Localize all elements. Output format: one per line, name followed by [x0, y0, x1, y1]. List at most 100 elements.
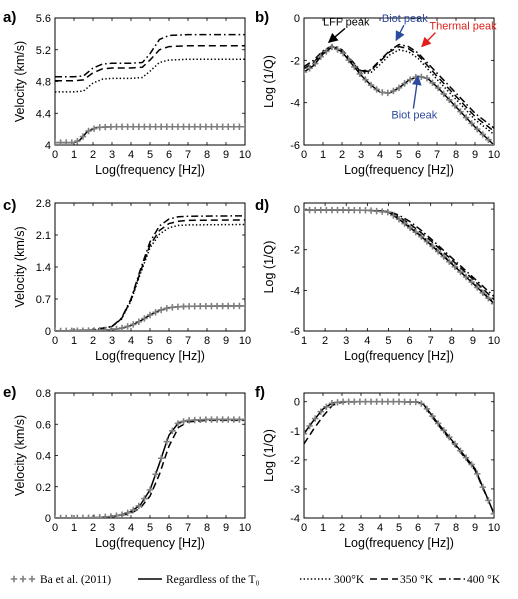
x-axis-label: Log(frequency [Hz])	[95, 349, 205, 363]
marker-plus	[202, 416, 210, 423]
marker-plus	[339, 206, 347, 214]
marker-plus	[457, 447, 464, 454]
marker-plus	[311, 206, 319, 214]
y-tick-label: 0.6	[36, 419, 51, 431]
panel-b: b) 0 1 2 3 4 5 6 7 8 9 10 -6 -4 -2 0 Log(frequency [Hz])…	[255, 9, 500, 177]
marker-plus	[68, 327, 75, 331]
x-tick-label: 2	[339, 522, 345, 534]
marker-plus	[311, 60, 319, 67]
series-t300	[55, 223, 245, 331]
x-axis-label: Log(frequency [Hz])	[344, 163, 454, 177]
marker-plus	[174, 123, 182, 130]
panel-e: e) 0 1 2 3 4 5 6 7 8 9 10 0 0.2 0.4 0.6 0.8 Log(frequency…	[3, 384, 251, 550]
marker-plus	[180, 123, 187, 130]
marker-plus	[362, 207, 369, 214]
marker-plus	[197, 416, 204, 424]
x-tick-label: 0	[52, 149, 58, 161]
marker-plus	[401, 220, 408, 227]
marker-plus	[79, 514, 87, 518]
marker-plus	[157, 123, 165, 130]
x-tick-label: 5	[396, 149, 402, 161]
series-ba	[55, 123, 245, 145]
marker-plus	[304, 430, 308, 437]
marker-plus	[241, 123, 245, 130]
panel-label: f)	[255, 384, 265, 401]
marker-plus	[356, 70, 364, 77]
legend-label: Ba et al. (2011)	[40, 574, 111, 586]
marker-plus	[118, 324, 126, 331]
x-tick-label: 8	[453, 149, 459, 161]
x-tick-label: 3	[358, 149, 364, 161]
panel-a: a) 0 1 2 3 4 5 6 7 8 9 10 4 4.4 4.8 5.2 5.6 Log(frequency…	[3, 9, 251, 177]
marker-plus	[429, 243, 436, 250]
marker-plus	[306, 65, 313, 72]
marker-plus	[479, 483, 487, 491]
marker-plus	[202, 123, 210, 130]
marker-plus	[135, 502, 143, 510]
annotation-label: Biot peak	[382, 13, 428, 25]
x-tick-label: 7	[434, 522, 440, 534]
marker-plus	[418, 73, 425, 81]
marker-plus	[429, 413, 436, 420]
marker-plus	[395, 84, 403, 92]
series-ba	[55, 302, 245, 331]
marker-plus	[135, 318, 143, 325]
marker-plus	[401, 80, 408, 87]
marker-plus	[55, 139, 59, 145]
x-tick-label: 8	[204, 522, 210, 534]
marker-plus	[55, 327, 59, 331]
marker-plus	[135, 123, 143, 130]
x-tick-label: 7	[434, 149, 440, 161]
x-tick-label: 3	[358, 522, 364, 534]
y-tick-label: -1	[290, 426, 300, 438]
marker-plus	[345, 206, 352, 214]
series-group	[55, 33, 245, 145]
marker-plus	[440, 427, 447, 434]
x-tick-label: 6	[406, 335, 412, 347]
marker-plus	[96, 514, 103, 518]
marker-plus	[185, 417, 193, 424]
legend-label: 400 °K	[467, 574, 501, 586]
series-t300	[304, 209, 494, 304]
x-tick-label: 3	[343, 335, 349, 347]
x-tick-label: 5	[147, 149, 153, 161]
annotation-label: Biot peak	[391, 110, 437, 122]
marker-plus	[451, 263, 459, 270]
marker-plus	[213, 416, 221, 423]
series-group	[304, 43, 494, 145]
marker-plus	[384, 89, 392, 97]
marker-plus	[474, 470, 481, 478]
x-tick-label: 0	[301, 522, 307, 534]
x-tick-label: 2	[339, 149, 345, 161]
x-tick-label: 6	[415, 149, 421, 161]
y-axis-label: Log (1/Q)	[262, 241, 276, 294]
marker-plus	[124, 323, 131, 330]
marker-plus	[334, 399, 341, 406]
panel-label: c)	[3, 197, 16, 214]
marker-plus	[479, 131, 487, 138]
marker-plus	[236, 123, 243, 130]
y-tick-label: 2.1	[36, 230, 51, 242]
marker-plus	[351, 206, 358, 214]
series-ba	[304, 206, 494, 307]
marker-plus	[185, 123, 193, 130]
marker-plus	[102, 513, 109, 518]
marker-plus	[163, 438, 170, 445]
marker-plus	[323, 403, 330, 411]
marker-plus	[351, 398, 358, 405]
annotation-arrow	[421, 32, 436, 48]
marker-plus	[317, 206, 324, 214]
marker-plus	[490, 300, 494, 307]
series-ba	[55, 416, 245, 518]
series-group	[55, 416, 245, 518]
marker-plus	[85, 514, 92, 518]
y-tick-label: 0	[294, 397, 300, 409]
x-tick-label: 2	[90, 149, 96, 161]
x-tick-label: 3	[109, 149, 115, 161]
marker-plus	[163, 305, 170, 312]
marker-plus	[351, 63, 358, 71]
marker-plus	[62, 139, 70, 145]
marker-plus	[141, 315, 148, 322]
marker-plus	[236, 302, 243, 310]
marker-plus	[180, 303, 187, 310]
